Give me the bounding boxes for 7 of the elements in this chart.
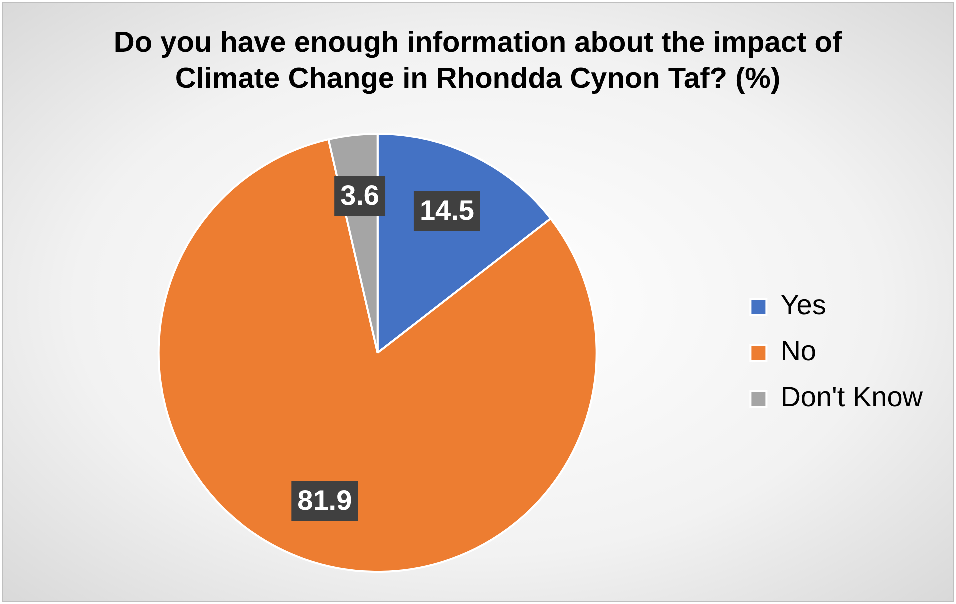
chart-title: Do you have enough information about the impact of Climate Change in Rhondda Cynon Taf? (%)	[112, 26, 844, 97]
legend-label: Yes	[780, 290, 826, 321]
data-label: 81.9	[298, 485, 352, 516]
data-label: 14.5	[420, 195, 474, 226]
legend-label: Don't Know	[780, 382, 924, 413]
data-label: 3.6	[340, 180, 380, 212]
legend-label: No	[780, 336, 816, 367]
